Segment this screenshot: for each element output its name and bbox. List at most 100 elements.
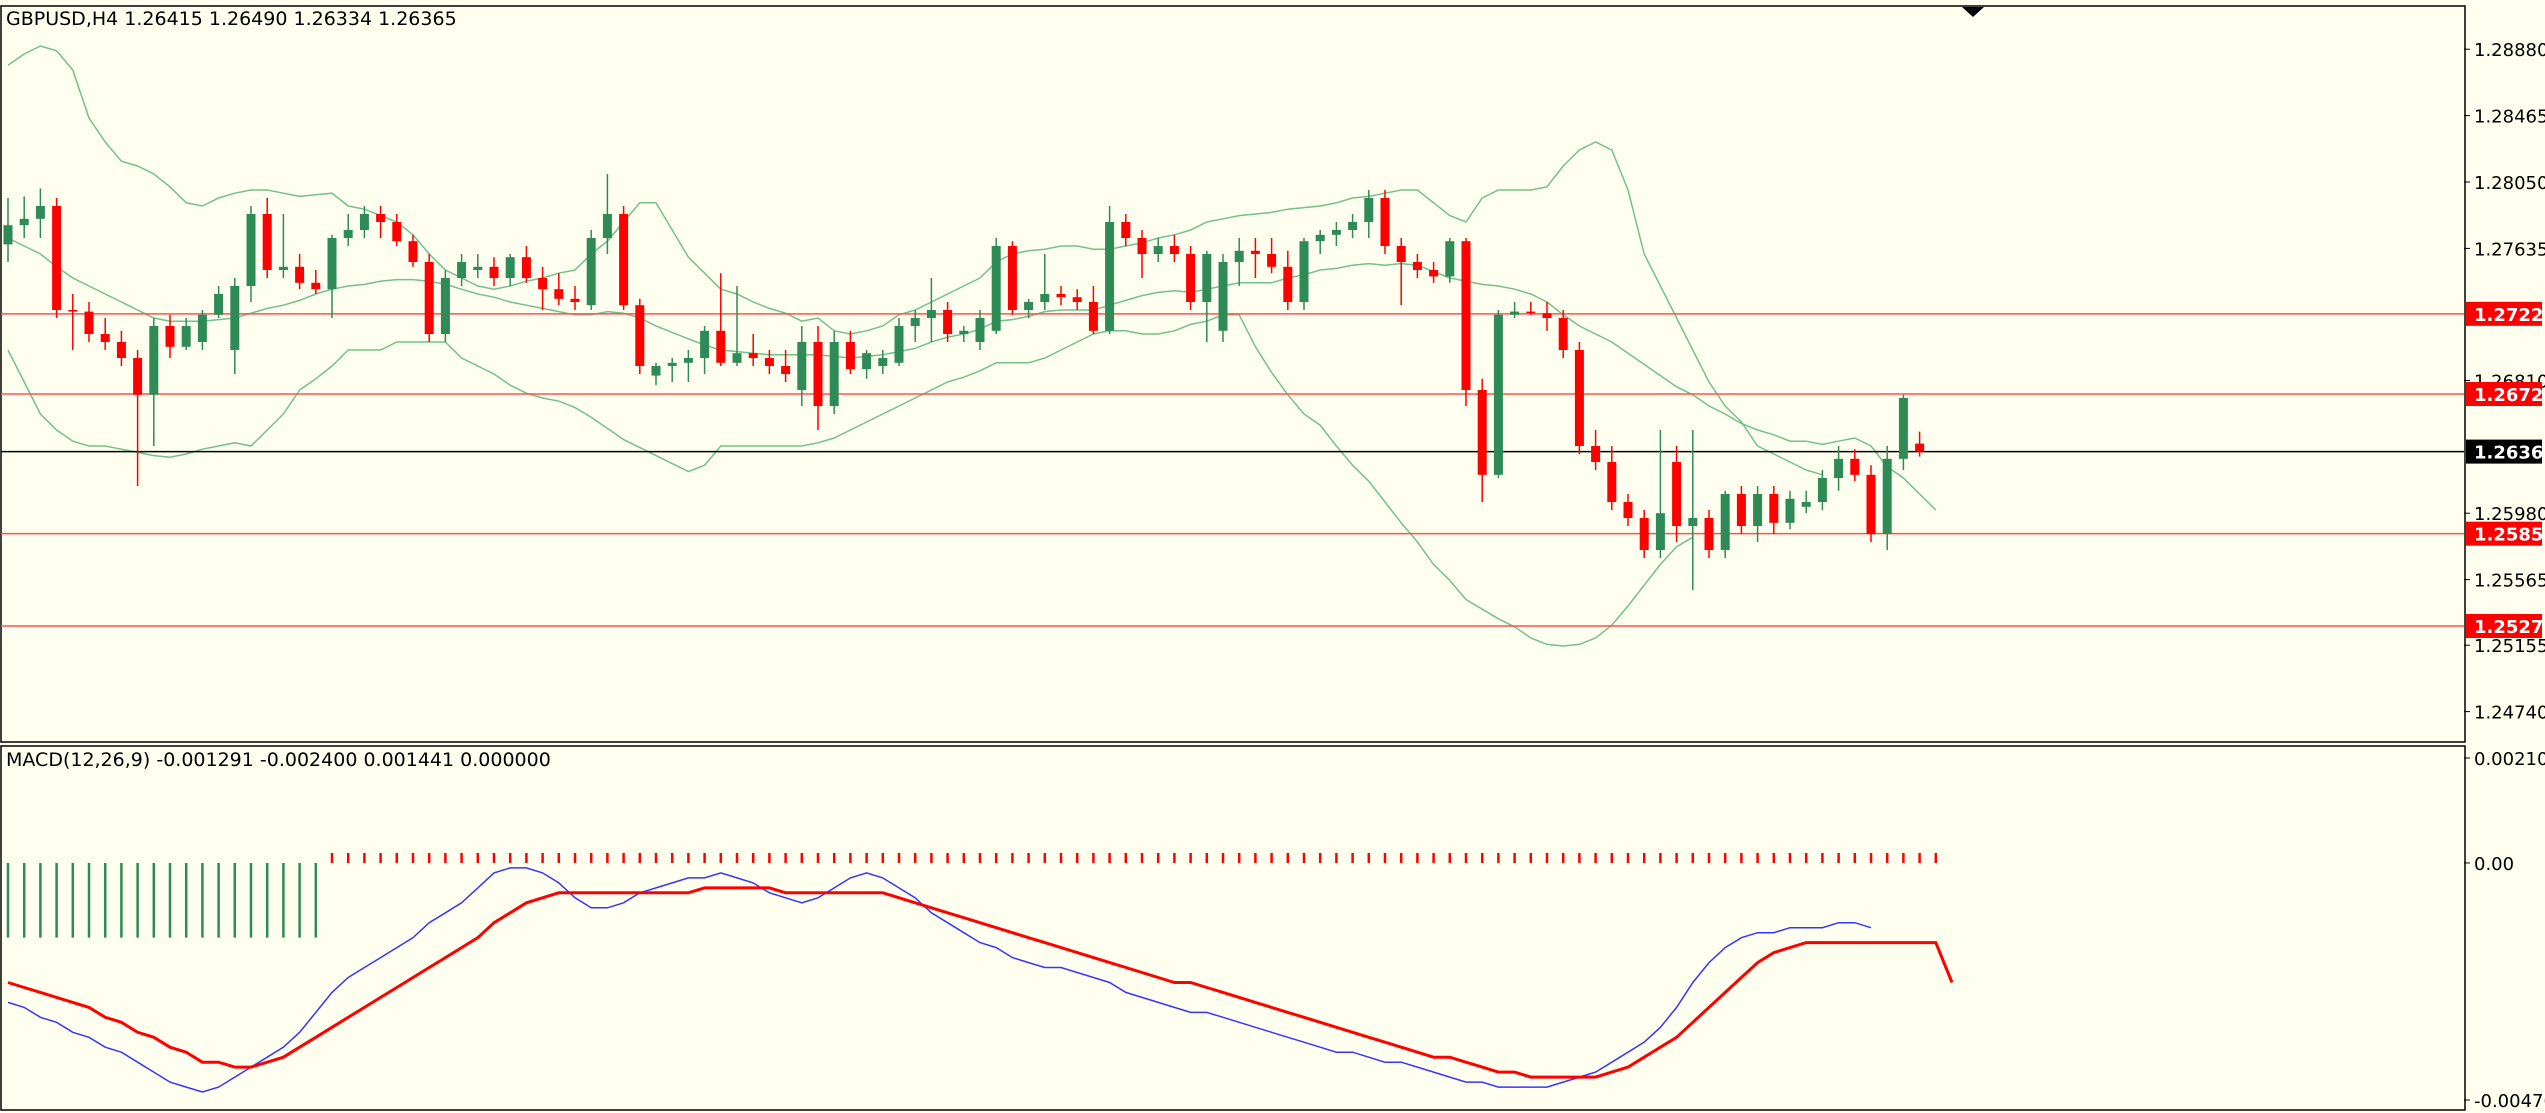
candle[interactable] — [1510, 302, 1520, 318]
candle[interactable] — [764, 350, 774, 374]
candle[interactable] — [1866, 465, 1876, 542]
candle[interactable] — [748, 334, 758, 366]
candlesticks[interactable] — [3, 174, 1925, 590]
candle[interactable] — [1753, 486, 1763, 542]
candle[interactable] — [1396, 238, 1406, 306]
candle[interactable] — [1105, 206, 1115, 334]
candle[interactable] — [489, 257, 499, 286]
candle[interactable] — [781, 350, 791, 382]
candle[interactable] — [343, 214, 353, 246]
candle[interactable] — [959, 326, 969, 342]
candle[interactable] — [1493, 310, 1503, 478]
candle[interactable] — [1007, 241, 1017, 315]
candle[interactable] — [133, 350, 143, 486]
candle[interactable] — [116, 330, 126, 366]
candle[interactable] — [181, 318, 191, 350]
candle[interactable] — [1348, 214, 1358, 238]
candle[interactable] — [1056, 286, 1066, 306]
candle[interactable] — [1186, 246, 1196, 310]
candle[interactable] — [1267, 238, 1277, 274]
candle[interactable] — [1477, 378, 1487, 502]
candle[interactable] — [1704, 510, 1714, 558]
candle[interactable] — [1688, 430, 1698, 590]
candle[interactable] — [716, 273, 726, 366]
candle[interactable] — [1785, 490, 1795, 530]
candle[interactable] — [943, 302, 953, 342]
candle[interactable] — [230, 278, 240, 374]
candle[interactable] — [991, 238, 1001, 334]
candle[interactable] — [408, 234, 418, 267]
candle[interactable] — [619, 206, 629, 310]
candle[interactable] — [1720, 490, 1730, 558]
candle[interactable] — [505, 254, 515, 286]
candle[interactable] — [262, 198, 272, 278]
candle[interactable] — [829, 330, 839, 414]
candle[interactable] — [1121, 214, 1131, 246]
candle[interactable] — [376, 206, 386, 238]
candle[interactable] — [19, 196, 29, 238]
candle[interactable] — [894, 318, 904, 366]
candle[interactable] — [1218, 254, 1228, 342]
candle[interactable] — [797, 326, 807, 406]
candle[interactable] — [3, 198, 13, 262]
candle[interactable] — [813, 326, 823, 430]
candle[interactable] — [392, 214, 402, 246]
horizontal-levels[interactable] — [1, 313, 2464, 627]
candle[interactable] — [570, 286, 580, 310]
candle[interactable] — [35, 188, 45, 238]
candle[interactable] — [295, 254, 305, 290]
candle[interactable] — [52, 198, 62, 318]
candle[interactable] — [1915, 431, 1925, 457]
candle[interactable] — [473, 254, 483, 278]
candle[interactable] — [1024, 298, 1034, 318]
candle[interactable] — [878, 350, 888, 374]
candle[interactable] — [651, 362, 661, 386]
candle[interactable] — [1558, 310, 1568, 358]
candle[interactable] — [538, 266, 548, 310]
candle[interactable] — [278, 214, 288, 278]
candle[interactable] — [1088, 286, 1098, 334]
candle[interactable] — [1607, 446, 1617, 510]
candle[interactable] — [457, 254, 467, 286]
candle[interactable] — [862, 350, 872, 379]
candle[interactable] — [1655, 430, 1665, 558]
candle[interactable] — [1526, 302, 1536, 315]
candle[interactable] — [68, 294, 78, 350]
candle[interactable] — [1672, 446, 1682, 542]
candle[interactable] — [1380, 190, 1390, 254]
candle[interactable] — [1591, 430, 1601, 470]
candle[interactable] — [1331, 222, 1341, 246]
candle[interactable] — [149, 318, 159, 446]
main-price-pane[interactable]: 1.288801.284651.280501.276351.268101.259… — [0, 5, 2545, 743]
candle[interactable] — [1834, 446, 1844, 491]
candle[interactable] — [1299, 238, 1309, 310]
candle[interactable] — [975, 310, 985, 350]
candle[interactable] — [700, 326, 710, 374]
candle[interactable] — [440, 270, 450, 342]
candle[interactable] — [165, 314, 175, 358]
candle[interactable] — [1898, 394, 1908, 470]
candle[interactable] — [1315, 230, 1325, 254]
candle[interactable] — [910, 310, 920, 342]
candle[interactable] — [1445, 238, 1455, 283]
candle[interactable] — [683, 350, 693, 382]
candle[interactable] — [1429, 262, 1439, 283]
candle[interactable] — [667, 358, 677, 382]
candle[interactable] — [311, 270, 321, 294]
candle[interactable] — [1736, 486, 1746, 534]
candle[interactable] — [1072, 289, 1082, 310]
candle[interactable] — [1623, 494, 1633, 526]
candle[interactable] — [586, 230, 596, 310]
candle[interactable] — [1202, 250, 1212, 342]
candle[interactable] — [521, 246, 531, 283]
candle[interactable] — [1040, 254, 1050, 310]
candle[interactable] — [327, 234, 337, 318]
candle[interactable] — [1153, 238, 1163, 262]
candle[interactable] — [1283, 250, 1293, 310]
candle[interactable] — [1412, 254, 1422, 278]
candle[interactable] — [1542, 302, 1552, 331]
candle[interactable] — [359, 206, 369, 238]
candle[interactable] — [1234, 238, 1244, 286]
candle[interactable] — [424, 254, 434, 342]
